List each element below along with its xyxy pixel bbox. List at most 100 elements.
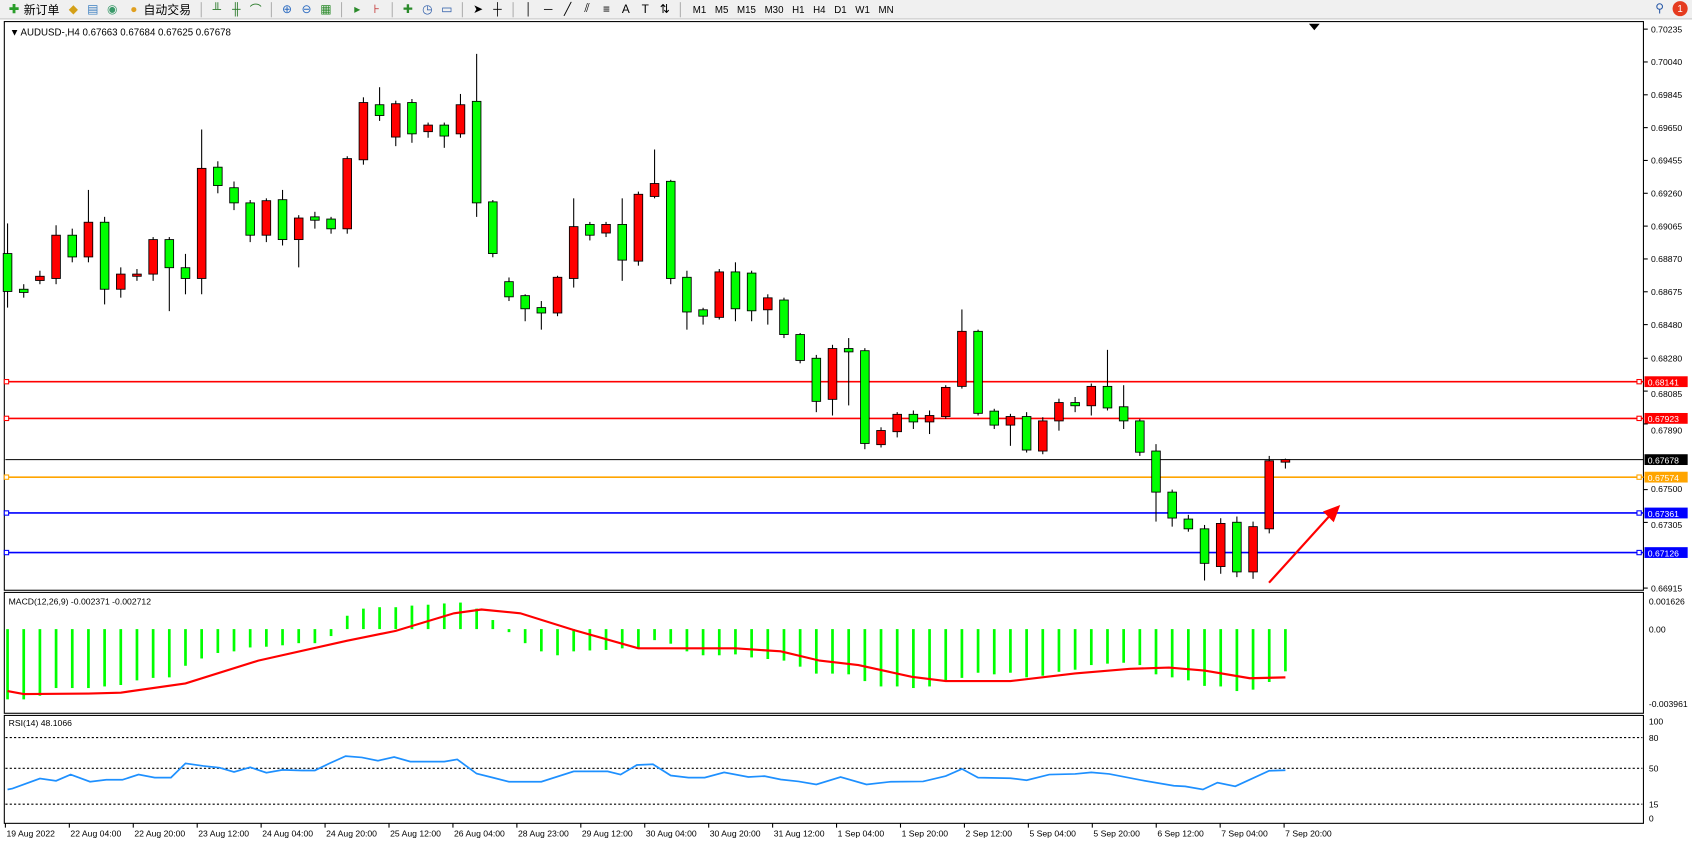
timeframe-m1[interactable]: M1 [692, 3, 707, 15]
annotation-arrow[interactable] [1268, 505, 1341, 584]
arrow-head-icon [1322, 505, 1341, 523]
candle [439, 122, 450, 148]
candle-body [391, 103, 401, 138]
candle [682, 270, 692, 330]
candle-body [423, 124, 433, 133]
search-icon[interactable]: ⚲ [1655, 2, 1664, 16]
candle-body [552, 276, 563, 314]
timeframe-m5[interactable]: M5 [714, 3, 729, 15]
candle [633, 191, 644, 266]
candle-body [649, 183, 660, 197]
candle [180, 253, 191, 295]
candlestick-icon[interactable]: ╫ [232, 2, 241, 16]
candle [1102, 349, 1113, 411]
level-anchor-handle[interactable] [1636, 378, 1642, 385]
candle [374, 87, 385, 121]
timeframe-d1[interactable]: D1 [834, 3, 847, 15]
candle-body [1021, 416, 1032, 451]
market-watch-icon[interactable]: ◆ [68, 3, 78, 17]
tile-windows-icon[interactable]: ▦ [320, 3, 332, 17]
level-anchor-handle[interactable] [1636, 415, 1642, 422]
new-order-label: 新订单 [23, 3, 60, 17]
level-anchor-handle[interactable] [3, 474, 10, 480]
candle-body [973, 330, 983, 414]
timeframe-m30[interactable]: M30 [764, 3, 784, 15]
candle-body [245, 202, 255, 236]
price-level-tag [1644, 376, 1688, 388]
candle-body [471, 100, 482, 204]
signals-icon[interactable]: ◉ [107, 3, 118, 17]
candle [1183, 514, 1194, 532]
candle [504, 277, 514, 302]
rsi-tick-label: 100 [1649, 717, 1664, 727]
candle-body [1151, 450, 1161, 493]
price-level-tag [1644, 547, 1688, 558]
autoscroll-icon[interactable]: ⊦ [373, 3, 380, 17]
candle [827, 344, 838, 416]
candle [1232, 516, 1242, 578]
candle [83, 189, 94, 263]
timeframe-h1[interactable]: H1 [792, 3, 805, 15]
candle-body [536, 307, 547, 314]
level-anchor-handle[interactable] [1636, 474, 1642, 480]
level-anchor-handle[interactable] [3, 510, 10, 516]
chart-shift-icon[interactable]: ▸ [354, 3, 361, 17]
candle [293, 215, 304, 268]
time-tick-label: 29 Aug 12:00 [582, 828, 633, 838]
vertical-line-icon[interactable]: │ [525, 2, 533, 16]
arrows-icon[interactable]: ⇅ [659, 3, 670, 17]
label-icon[interactable]: T [641, 2, 649, 16]
data-window-icon[interactable]: ▤ [87, 3, 99, 17]
candle-body [293, 217, 304, 241]
equidistant-channel-icon[interactable]: ⫽ [584, 2, 590, 16]
timeframe-m15[interactable]: M15 [737, 3, 756, 15]
candle [213, 161, 223, 194]
price-level-tag [1644, 412, 1688, 424]
candle [196, 129, 207, 295]
indicators-icon[interactable]: ✚ [402, 3, 413, 17]
candle-body [310, 216, 320, 221]
text-icon[interactable]: A [621, 2, 630, 16]
bar-chart-icon[interactable]: ╨ [212, 2, 222, 16]
level-anchor-handle[interactable] [3, 415, 10, 422]
horizontal-line-icon[interactable]: ─ [543, 2, 553, 16]
timeframe-h4[interactable]: H4 [813, 3, 826, 15]
rsi-pane [3, 714, 1644, 824]
rsi-line [7, 755, 1286, 791]
level-anchor-handle[interactable] [1636, 549, 1642, 556]
candle-body [698, 309, 708, 317]
time-tick-label: 2 Sep 12:00 [966, 828, 1013, 838]
auto-trading-button[interactable]: ● 自动交易 [124, 1, 193, 18]
rsi-tick-label: 0 [1649, 814, 1654, 824]
chart-shift-marker-icon[interactable] [1308, 23, 1320, 31]
templates-icon[interactable]: ▭ [441, 3, 453, 17]
price-tick-label: 0.69065 [1651, 221, 1682, 231]
level-anchor-handle[interactable] [3, 549, 10, 556]
candle [568, 198, 579, 288]
candle [1054, 398, 1064, 431]
price-tick-label: 0.68085 [1651, 389, 1682, 399]
timeframe-mn[interactable]: MN [878, 3, 894, 15]
cursor-icon[interactable]: ➤ [473, 3, 484, 17]
candle-body [51, 234, 61, 279]
candle [1167, 489, 1177, 527]
line-chart-icon[interactable]: ⌒ [249, 3, 262, 17]
level-anchor-handle[interactable] [1636, 510, 1642, 516]
zoom-out-icon[interactable]: ⊖ [301, 3, 312, 17]
periods-icon[interactable]: ◷ [422, 3, 433, 17]
candle-body [1167, 491, 1177, 519]
crosshair-icon[interactable]: ┼ [493, 2, 502, 16]
notification-badge[interactable]: 1 [1672, 1, 1688, 17]
zoom-in-icon[interactable]: ⊕ [282, 3, 293, 17]
level-anchor-handle[interactable] [3, 378, 10, 385]
time-tick-label: 1 Sep 20:00 [902, 828, 949, 838]
fibonacci-icon[interactable]: ≡ [602, 2, 610, 16]
candle [99, 216, 110, 305]
new-order-button[interactable]: ✚ 新订单 [4, 1, 61, 18]
candle [132, 269, 142, 281]
timeframe-w1[interactable]: W1 [855, 3, 870, 15]
trendline-icon[interactable]: ╱ [564, 3, 572, 17]
candle [116, 267, 126, 298]
rsi-tick-label: 15 [1649, 799, 1659, 809]
